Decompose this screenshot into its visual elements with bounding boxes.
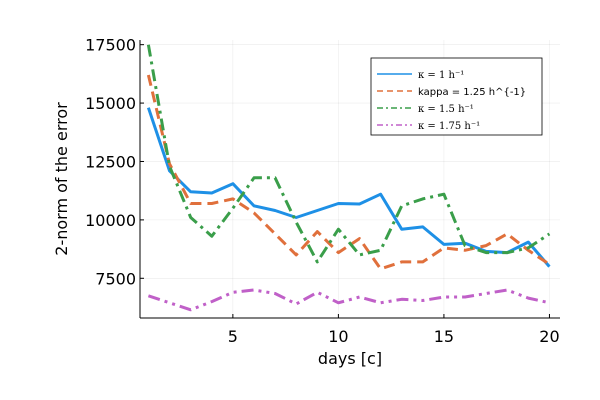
legend-label-3: κ = 1.5 h⁻¹ bbox=[418, 104, 474, 115]
x-tick-label: 20 bbox=[539, 327, 559, 346]
series-group bbox=[146, 44, 551, 312]
legend-label-1: κ = 1 h⁻¹ bbox=[418, 70, 464, 81]
x-tick-label: 15 bbox=[434, 327, 454, 346]
x-tick-label: 10 bbox=[328, 327, 348, 346]
legend: κ = 1 h⁻¹ kappa = 1.25 h^{-1} κ = 1.5 h⁻¹ κ… bbox=[370, 57, 543, 136]
y-tick-label: 12500 bbox=[85, 152, 136, 171]
y-tick-label: 17500 bbox=[85, 36, 136, 55]
y-tick-label: 7500 bbox=[95, 269, 136, 288]
series-line-3 bbox=[146, 44, 551, 264]
x-tick-labels: 5 10 15 20 bbox=[228, 327, 560, 346]
legend-label-4: κ = 1.75 h⁻¹ bbox=[418, 121, 480, 132]
legend-box bbox=[370, 57, 543, 136]
y-axis-label: 2-norm of the error bbox=[52, 102, 71, 256]
x-tick-label: 5 bbox=[228, 327, 238, 346]
x-axis-label: days [c] bbox=[318, 349, 382, 368]
axes bbox=[139, 40, 560, 319]
series-line-2 bbox=[146, 74, 551, 271]
y-tick-label: 15000 bbox=[85, 94, 136, 113]
legend-label-2: kappa = 1.25 h^{-1} bbox=[418, 87, 526, 98]
y-tick-labels: 7500 10000 12500 15000 17500 bbox=[85, 36, 136, 289]
series-line-4 bbox=[147, 288, 550, 312]
y-tick-label: 10000 bbox=[85, 211, 136, 230]
